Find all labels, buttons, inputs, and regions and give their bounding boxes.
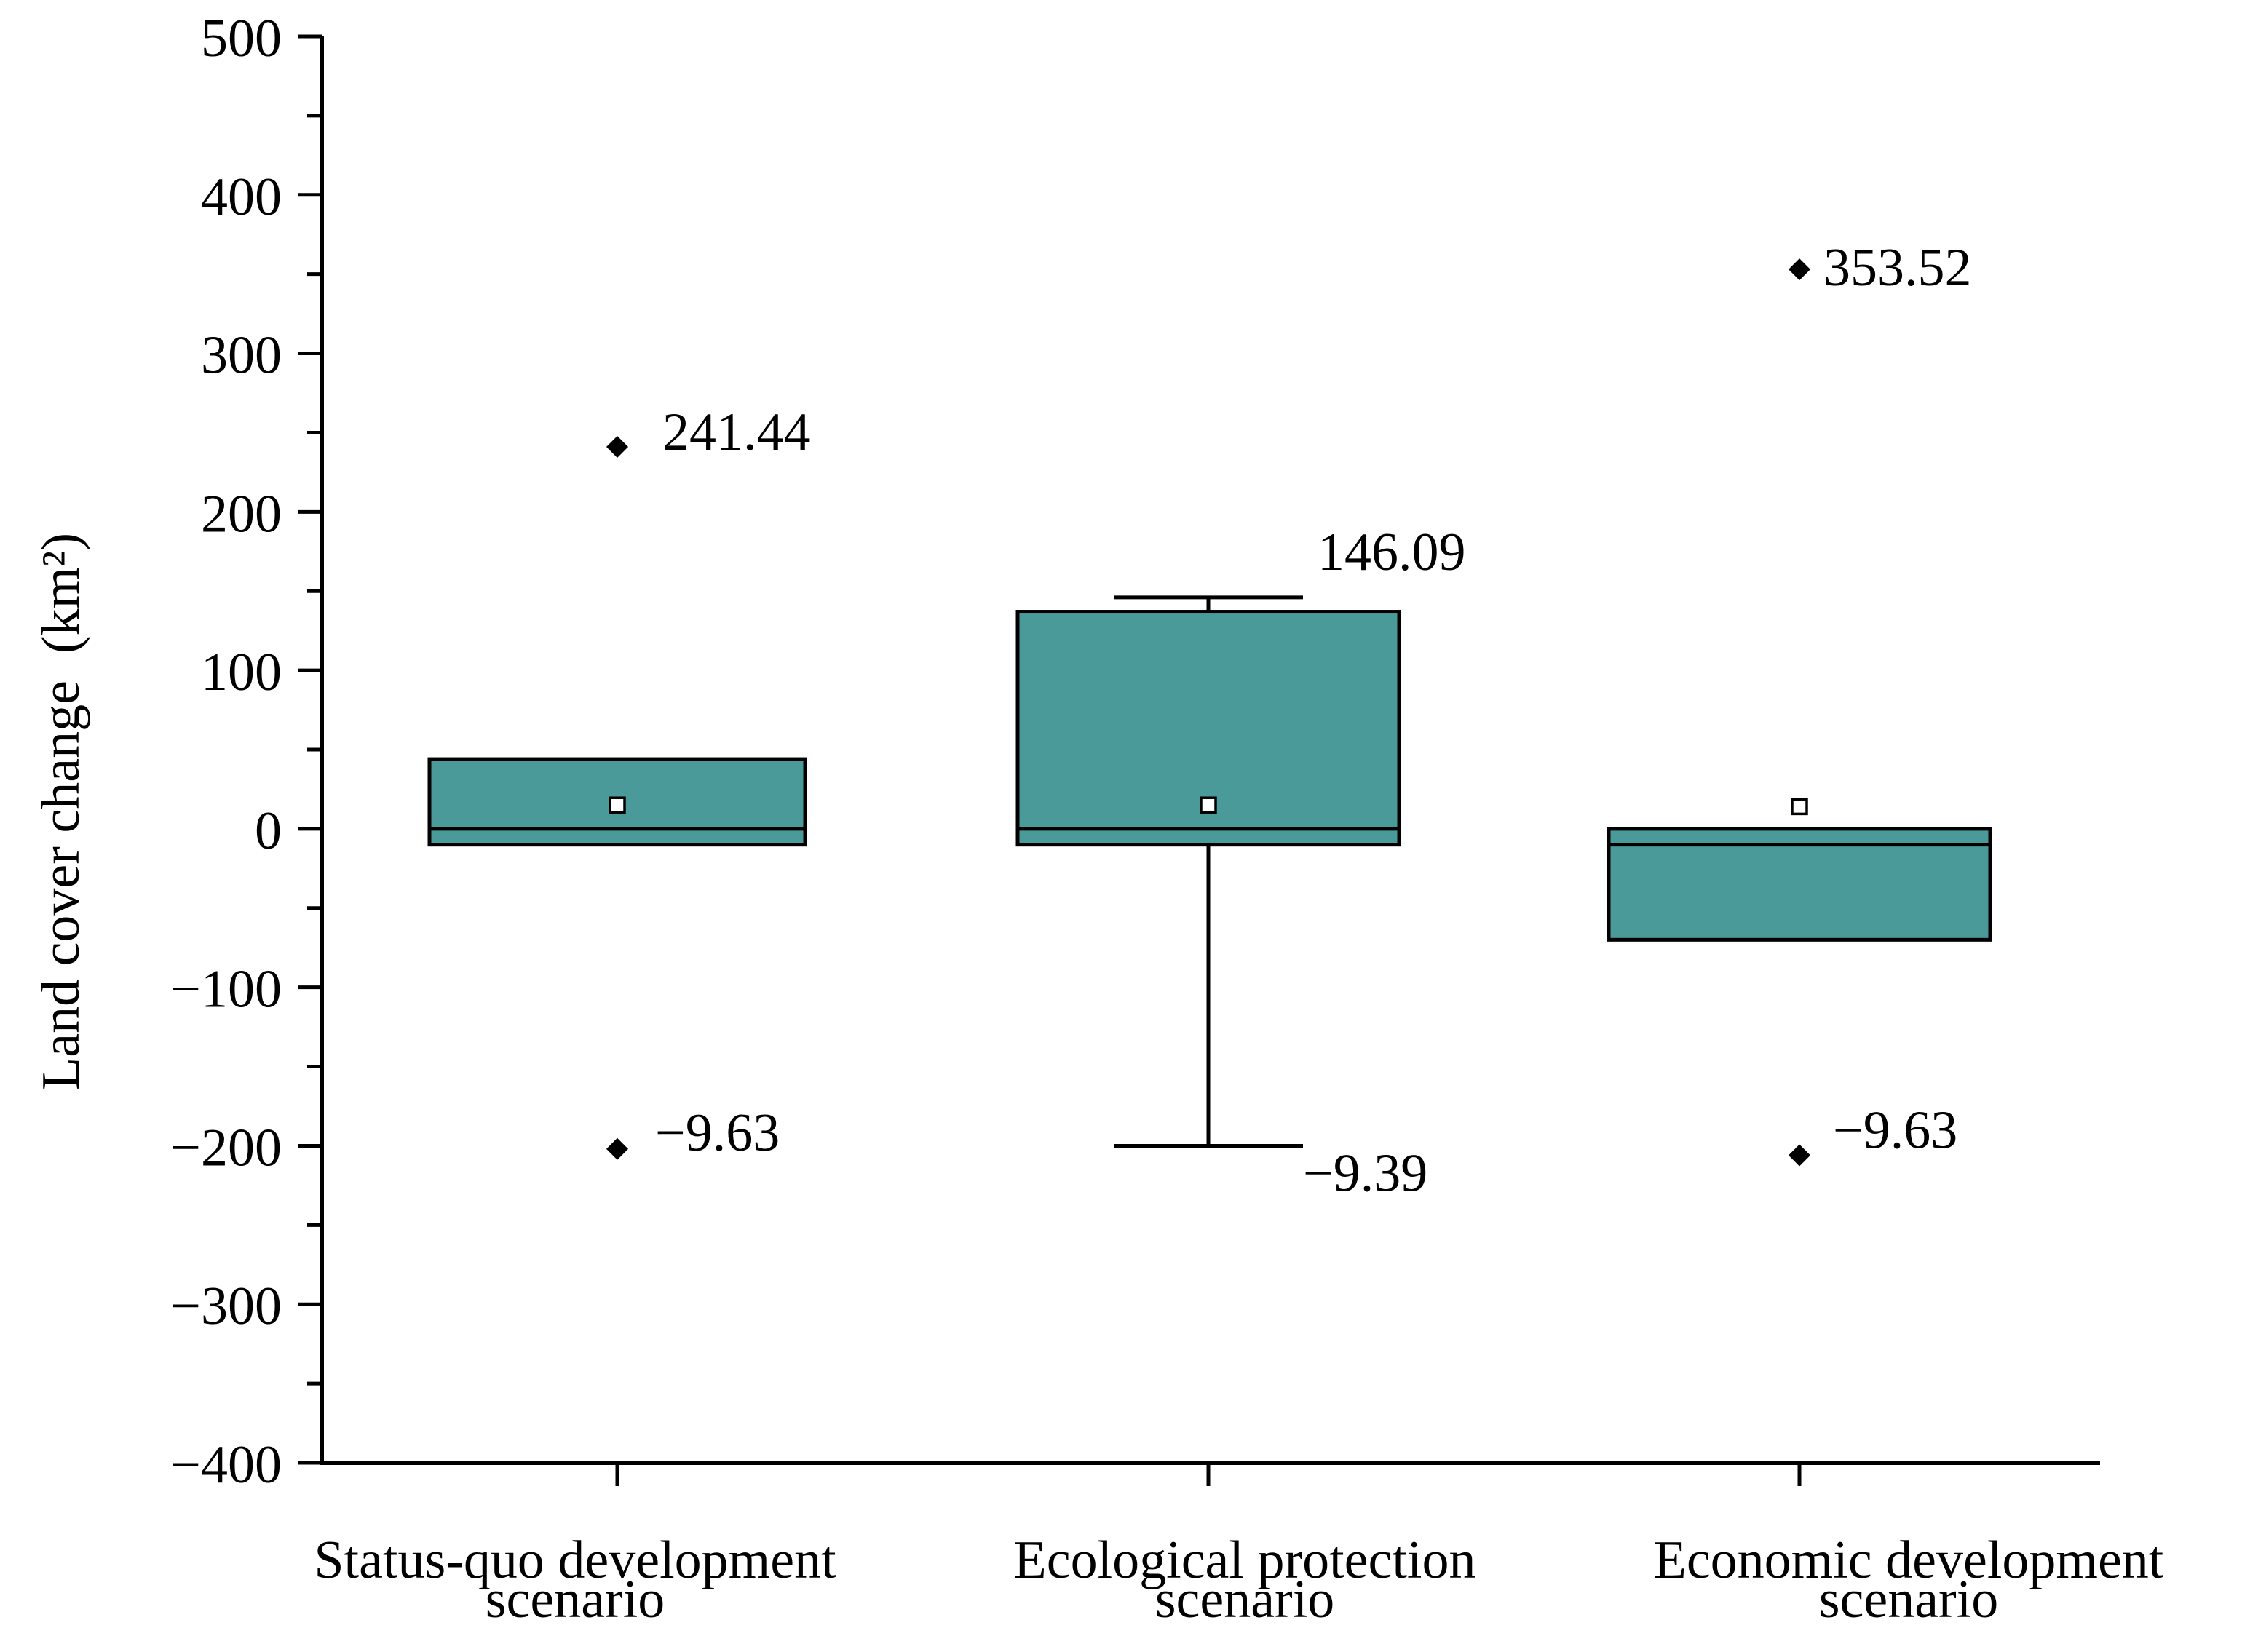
outlier-min-marker: [1789, 1144, 1810, 1167]
box-iqr: [1607, 827, 1992, 942]
y-tick-label: 200: [201, 484, 282, 544]
max-value-label: 353.52: [1823, 238, 1972, 298]
y-tick-label: −100: [170, 960, 282, 1020]
min-value-label: −9.63: [1833, 1101, 1957, 1161]
y-tick-label: 400: [201, 167, 282, 227]
box-group: [1607, 258, 1992, 1486]
y-tick-label: 0: [255, 801, 282, 861]
max-value-label: 241.44: [662, 402, 811, 462]
y-axis-label: Land cover change (km²): [31, 533, 91, 1090]
box-group: [427, 436, 807, 1486]
y-tick-label: 500: [201, 9, 282, 68]
mean-marker: [1200, 796, 1217, 814]
y-tick-label: 300: [201, 326, 282, 386]
x-category-label-line2: scenario: [486, 1570, 665, 1629]
x-category-label: Ecological protection: [1014, 1530, 1476, 1590]
outlier-min-marker: [606, 1137, 628, 1160]
y-tick-label: 100: [201, 643, 282, 702]
y-tick-label: −400: [170, 1435, 282, 1495]
min-value-label: −9.39: [1303, 1143, 1427, 1203]
x-category-label-line2: scenario: [1155, 1570, 1335, 1629]
box-group: [1015, 595, 1401, 1486]
x-category-label-line2: scenario: [1819, 1570, 1999, 1629]
mean-marker: [609, 796, 626, 814]
x-category-label: Economic development: [1654, 1530, 2164, 1590]
y-tick-label: −200: [170, 1118, 282, 1178]
x-category-label: Status-quo development: [314, 1530, 836, 1590]
box-series: [427, 258, 1992, 1486]
mean-marker: [1791, 798, 1808, 816]
outlier-max-marker: [1789, 258, 1810, 281]
max-value-label: 146.09: [1318, 523, 1466, 582]
min-value-label: −9.63: [655, 1103, 780, 1163]
y-tick-label: −300: [170, 1276, 282, 1336]
y-axis-ticks: −400 −300 −200 −100 0 100 200 300 400 500: [170, 9, 322, 1495]
outlier-max-marker: [606, 436, 628, 458]
